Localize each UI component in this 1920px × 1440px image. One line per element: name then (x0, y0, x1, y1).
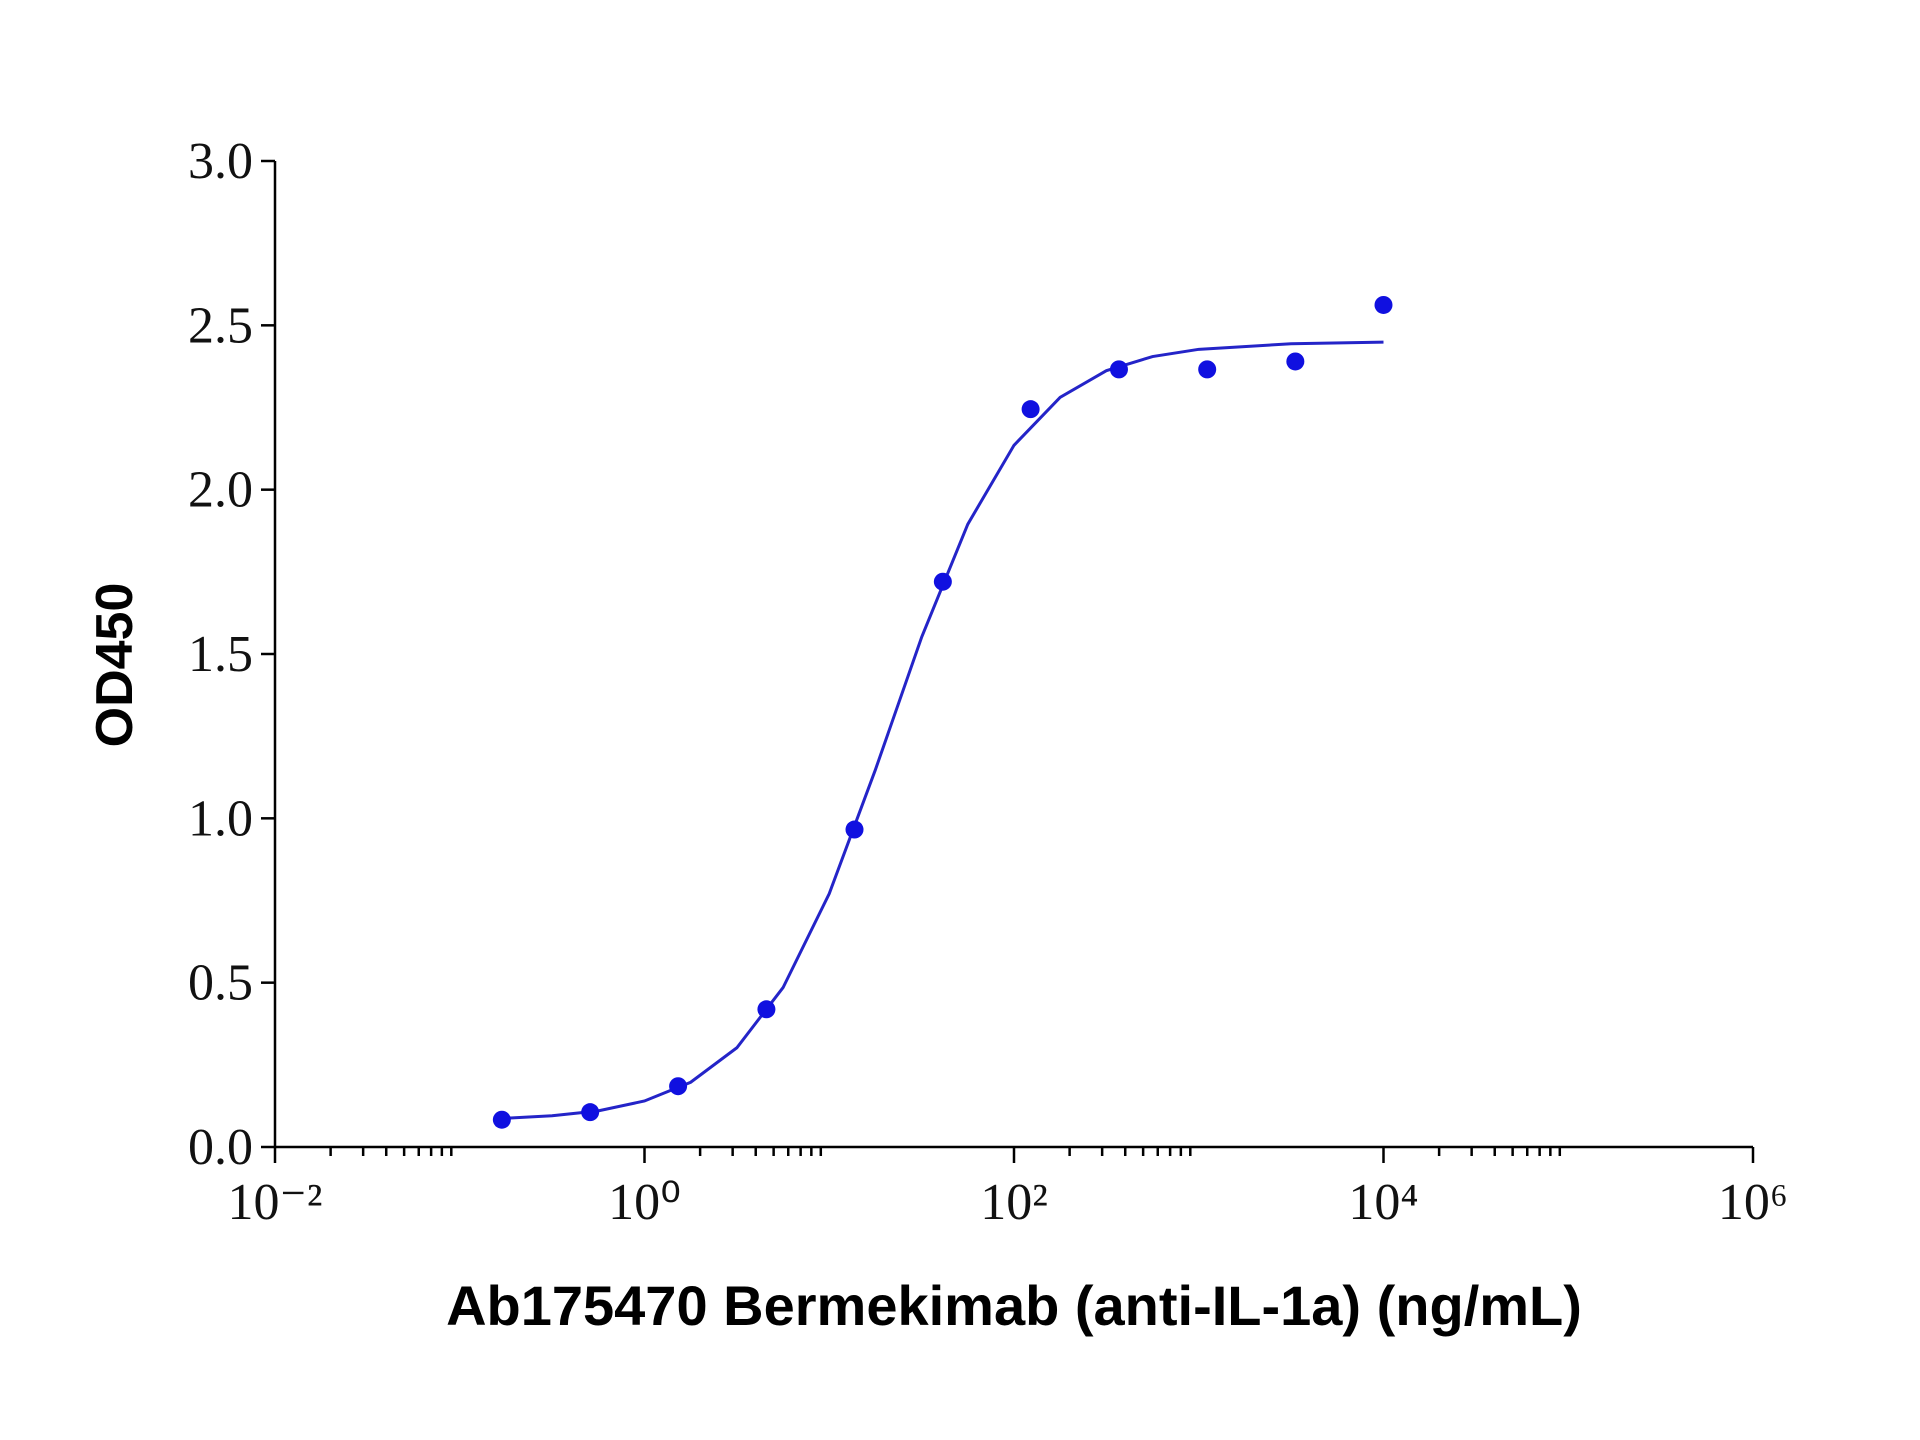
x-axis-title: Ab175470 Bermekimab (anti-IL-1a) (ng/mL) (446, 1274, 1582, 1337)
data-point (669, 1077, 688, 1096)
data-point (1198, 360, 1217, 379)
x-tick-label: 10⁴ (1348, 1174, 1418, 1231)
data-point (1286, 352, 1305, 371)
y-axis-title: OD450 (86, 583, 144, 748)
y-tick-label: 0.5 (188, 955, 253, 1012)
y-tick-label: 1.5 (188, 626, 253, 683)
data-point (845, 820, 864, 839)
data-point (933, 572, 952, 591)
data-point (757, 1000, 776, 1019)
y-tick-label: 2.5 (188, 297, 253, 354)
data-point (581, 1103, 600, 1122)
y-tick-label: 1.0 (188, 790, 253, 847)
data-point (492, 1110, 511, 1129)
y-tick-label: 3.0 (188, 133, 253, 190)
y-tick-label: 0.0 (188, 1119, 253, 1176)
y-tick-label: 2.0 (188, 462, 253, 519)
data-point (1109, 360, 1128, 379)
x-tick-label: 10⁰ (608, 1174, 681, 1231)
x-tick-label: 10⁻² (227, 1174, 322, 1231)
x-tick-label: 10⁶ (1718, 1174, 1788, 1231)
data-point (1021, 400, 1040, 419)
x-tick-label: 10² (980, 1174, 1048, 1231)
data-point (1374, 295, 1393, 314)
fit-curve (502, 340, 1384, 1120)
